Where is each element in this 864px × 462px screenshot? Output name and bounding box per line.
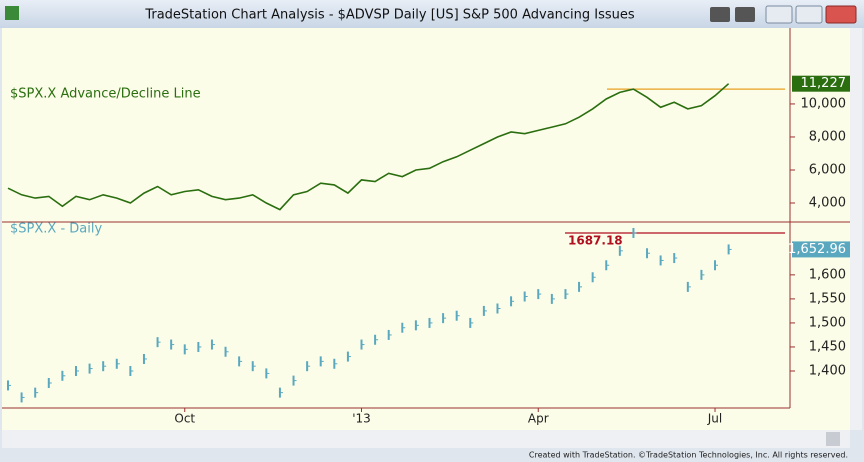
close-button[interactable]	[825, 5, 857, 24]
last-value-label: 11,227	[801, 76, 847, 91]
series-line	[7, 83, 730, 211]
y-tick-label: 1,600	[809, 267, 846, 282]
y-tick-label: 4,000	[809, 196, 846, 211]
last-value-box	[792, 241, 850, 258]
series-label: $SPX.X Advance/Decline Line	[10, 87, 201, 102]
last-value-label: 1,652.96	[788, 242, 846, 257]
x-tick-label: Jul	[707, 412, 722, 426]
minimize-button[interactable]	[765, 5, 793, 24]
window-title: TradeStation Chart Analysis - $ADVSP Dai…	[144, 8, 635, 23]
y-tick-label: 1,450	[809, 339, 846, 354]
x-tick-label: Apr	[528, 412, 549, 426]
scroll-thumb[interactable]	[826, 432, 840, 446]
y-tick-label: 1,400	[809, 363, 846, 378]
series-label: $SPX.X - Daily	[10, 222, 102, 237]
maximize-button[interactable]	[795, 5, 823, 24]
x-tick-label: Oct	[174, 412, 195, 426]
x-tick-label: '13	[352, 412, 371, 426]
h-scrollbar[interactable]	[2, 430, 850, 448]
y-tick-label: 1,500	[809, 315, 846, 330]
reference-label: 1687.18	[568, 233, 623, 247]
last-value-box	[792, 75, 850, 92]
menu-button[interactable]	[710, 7, 730, 22]
v-scrollbar[interactable]	[850, 28, 862, 430]
menu-button[interactable]	[735, 7, 755, 22]
y-tick-label: 8,000	[809, 129, 846, 144]
y-tick-label: 6,000	[809, 162, 846, 177]
y-tick-label: 1,550	[809, 291, 846, 306]
y-tick-label: 10,000	[801, 96, 847, 111]
footer: Created with TradeStation. ©TradeStation…	[529, 451, 848, 460]
app-icon	[5, 6, 19, 20]
